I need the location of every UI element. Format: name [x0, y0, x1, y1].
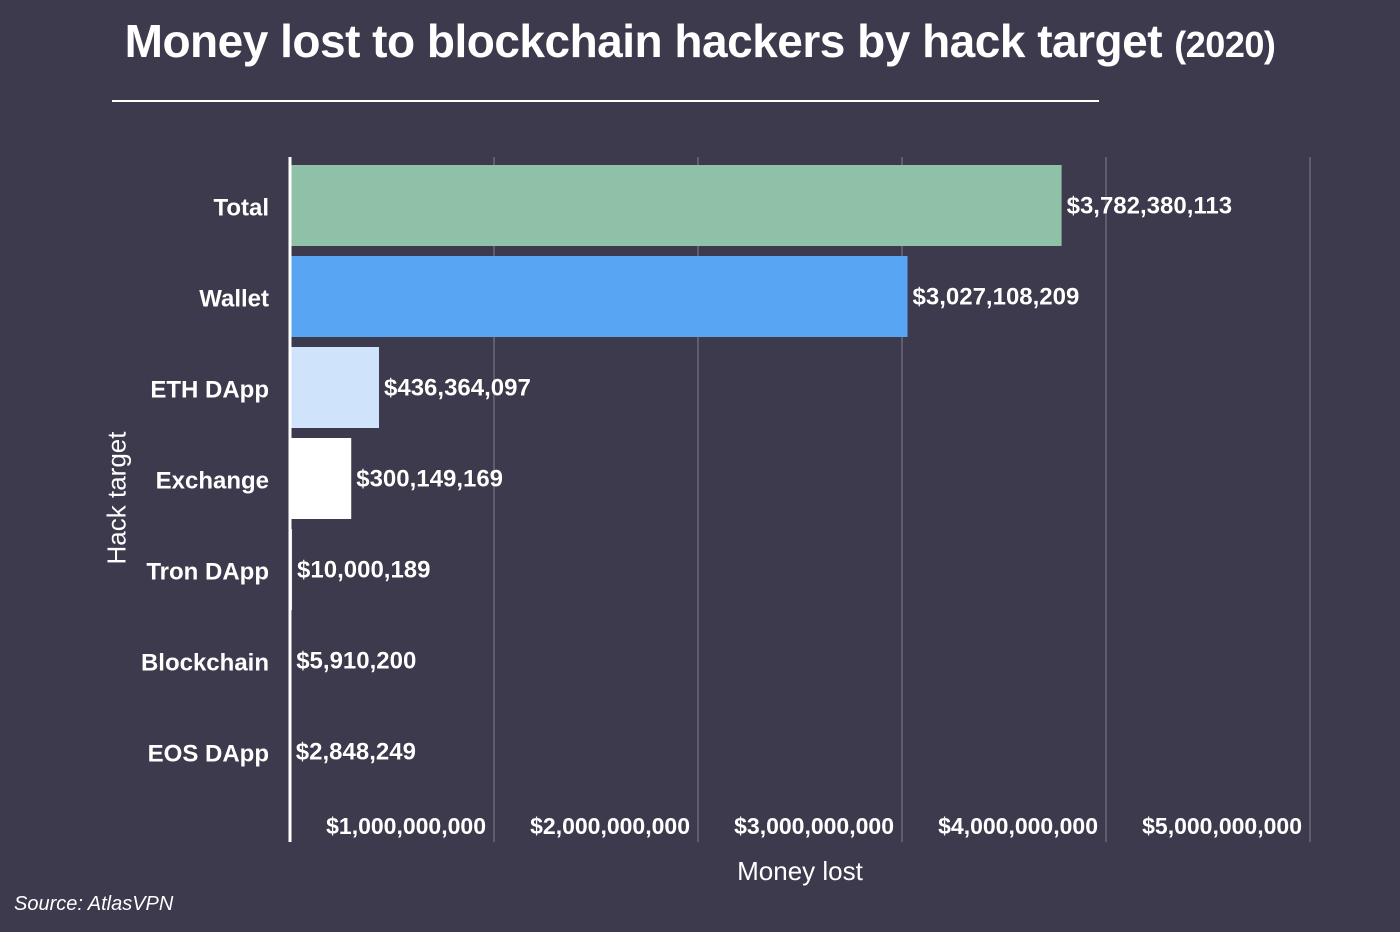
category-label: Exchange [156, 468, 269, 495]
bars [290, 165, 1062, 792]
category-label: Blockchain [141, 650, 269, 677]
x-axis-title: Money lost [737, 856, 863, 886]
category-label: ETH DApp [150, 377, 269, 404]
x-tick-labels: $1,000,000,000 $2,000,000,000 $3,000,000,0… [326, 813, 1302, 839]
category-label: Tron DApp [146, 559, 269, 586]
bar [290, 256, 908, 337]
category-label: Total [213, 195, 269, 222]
bar [290, 438, 352, 519]
data-label: $436,364,097 [384, 375, 531, 402]
category-labels: Total Wallet ETH DApp Exchange Tron DApp Bloc… [141, 195, 269, 768]
data-label: $10,000,189 [297, 557, 430, 584]
bar [290, 165, 1062, 246]
x-tick-label: $1,000,000,000 [326, 813, 486, 839]
source-note: Source: AtlasVPN [14, 893, 174, 915]
chart-title-year: (2020) [1174, 24, 1276, 65]
x-tick-label: $3,000,000,000 [734, 813, 894, 839]
data-label: $5,910,200 [296, 648, 416, 675]
x-tick-label: $2,000,000,000 [530, 813, 690, 839]
bar [290, 347, 380, 428]
data-labels: $3,782,380,113 $3,027,108,209 $436,364,097… [295, 192, 1233, 766]
category-label: EOS DApp [148, 741, 269, 768]
data-label: $3,782,380,113 [1067, 193, 1233, 220]
y-axis-title: Hack target [101, 431, 132, 565]
title-divider [112, 100, 1099, 102]
category-label: Wallet [199, 286, 269, 313]
x-tick-label: $4,000,000,000 [938, 813, 1098, 839]
chart-title: Money lost to blockchain hackers by hack… [0, 14, 1400, 68]
data-label: $3,027,108,209 [913, 284, 1080, 311]
x-tick-label: $5,000,000,000 [1142, 813, 1302, 839]
data-label: $2,848,249 [296, 739, 416, 766]
data-label: $300,149,169 [356, 466, 503, 493]
chart-title-main: Money lost to blockchain hackers by hack… [124, 15, 1163, 67]
